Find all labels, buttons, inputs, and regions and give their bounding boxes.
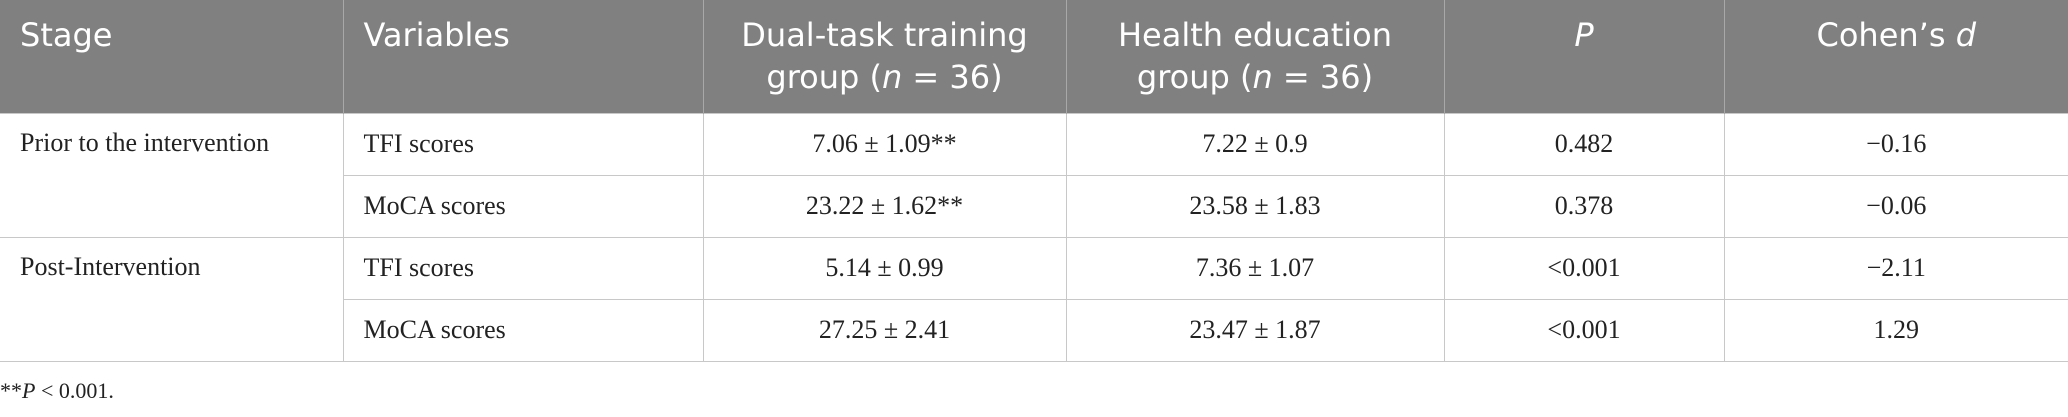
text-segment: Stage [20,16,113,54]
value-cell: 0.378 [1443,174,1725,238]
text-segment: P [1574,16,1594,54]
value-cell: 7.36 ± 1.07 [1065,236,1445,300]
table-row: MoCA scores 23.22 ± 1.62** 23.58 ± 1.83 0.3… [0,174,2068,238]
header-cell: Stage [0,0,343,113]
text-segment: Variables [363,16,510,54]
text-segment: ** [0,378,22,403]
variable-cell: MoCA scores [343,298,704,362]
text-segment: n [881,58,903,96]
value-cell: −2.11 [1723,236,2068,300]
text-segment: Dual-task training group ( [741,16,1028,96]
value-cell: 1.29 [1723,298,2068,362]
text-segment: < 0.001. [35,378,114,403]
header-cell: Cohen’s d [1723,0,2068,113]
value-cell: 0.482 [1443,112,1725,176]
header-cell: Dual-task training group (n = 36) [702,0,1066,113]
variable-cell: TFI scores [342,236,704,300]
stage-cell: Prior to the intervention [0,112,344,238]
variable-cell: MoCA scores [343,174,704,238]
text-segment: d [1955,16,1976,54]
value-cell: −0.06 [1723,174,2068,238]
header-cell: Variables [342,0,703,113]
results-table: Stage Variables Dual-task training group (… [0,0,2068,362]
table-row: MoCA scores 27.25 ± 2.41 23.47 ± 1.87 <0.00… [0,298,2068,362]
value-cell: 5.14 ± 0.99 [702,236,1067,300]
value-cell: 7.22 ± 0.9 [1065,112,1445,176]
table-row: Prior to the intervention TFI scores 7.06 … [0,112,2068,238]
footnote: **P < 0.001. [0,378,114,404]
header-row: Stage Variables Dual-task training group (… [0,0,2068,113]
stage-cell: Post-Intervention [0,236,344,362]
value-cell: 27.25 ± 2.41 [702,298,1067,362]
text-segment: n [1252,58,1273,96]
text-segment: P [22,378,36,403]
table-row: Post-Intervention TFI scores 5.14 ± 0.99 7.… [0,236,2068,362]
text-segment: = 36) [1272,58,1374,96]
value-cell: <0.001 [1443,236,1725,300]
table-body: Prior to the intervention TFI scores 7.06 … [0,112,2068,362]
value-cell: 23.47 ± 1.87 [1065,298,1445,362]
value-cell: <0.001 [1443,298,1725,362]
variable-cell: TFI scores [342,112,704,176]
value-cell: 7.06 ± 1.09** [702,112,1067,176]
value-cell: 23.22 ± 1.62** [702,174,1067,238]
header-cell: P [1443,0,1724,113]
text-segment: Health education group ( [1117,16,1393,96]
header-cell: Health education group (n = 36) [1065,0,1444,113]
value-cell: −0.16 [1723,112,2068,176]
text-segment: = 36) [902,58,1003,96]
text-segment: Cohen’s [1816,16,1956,54]
value-cell: 23.58 ± 1.83 [1065,174,1445,238]
